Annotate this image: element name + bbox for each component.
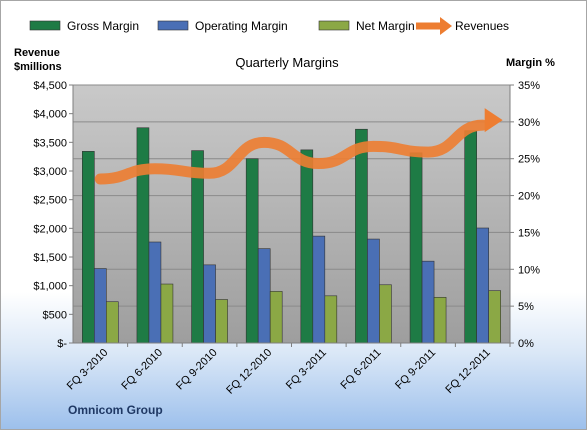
bar-net-margin-5 bbox=[379, 284, 392, 344]
bar-gross-margin-7 bbox=[464, 130, 477, 344]
left-tick-label-4: $2,000 bbox=[33, 223, 67, 235]
legend-arrowhead-revenues bbox=[440, 17, 452, 35]
left-tick-label-5: $2,500 bbox=[33, 195, 67, 207]
x-tick-label-0: FQ 3-2010 bbox=[65, 347, 111, 393]
bar-net-margin-0 bbox=[106, 301, 119, 344]
left-axis-title-line2: $millions bbox=[14, 61, 62, 73]
legend-label-gross-margin: Gross Margin bbox=[67, 19, 139, 33]
right-tick-label-3: 15% bbox=[518, 227, 540, 239]
bar-gross-margin-0 bbox=[82, 151, 95, 344]
left-tick-label-9: $4,500 bbox=[33, 80, 67, 92]
legend-label-revenues: Revenues bbox=[455, 19, 509, 33]
bar-operating-margin-4 bbox=[312, 235, 326, 344]
bar-gross-margin-3 bbox=[245, 158, 259, 344]
bar-operating-margin-7 bbox=[476, 227, 489, 344]
bar-gross-margin-4 bbox=[300, 149, 314, 344]
right-tick-label-1: 5% bbox=[518, 301, 534, 313]
left-tick-label-2: $1,000 bbox=[33, 281, 67, 293]
x-tick-label-4: FQ 3-2011 bbox=[284, 347, 329, 392]
right-axis-title: Margin % bbox=[506, 57, 555, 69]
right-tick-label-5: 25% bbox=[518, 154, 540, 166]
right-tick-label-7: 35% bbox=[518, 80, 540, 92]
legend-swatch-net-margin bbox=[318, 20, 350, 31]
bar-net-margin-3 bbox=[269, 291, 283, 344]
left-tick-label-7: $3,500 bbox=[33, 137, 67, 149]
bar-gross-margin-5 bbox=[355, 128, 368, 344]
right-tick-label-2: 10% bbox=[518, 264, 540, 276]
left-tick-label-6: $3,000 bbox=[33, 166, 67, 178]
bar-net-margin-6 bbox=[433, 296, 447, 344]
bar-net-margin-1 bbox=[160, 283, 174, 344]
legend-swatch-operating-margin bbox=[157, 20, 189, 31]
bar-operating-margin-3 bbox=[257, 248, 271, 344]
legend-swatch-gross-margin bbox=[29, 20, 61, 31]
bar-operating-margin-5 bbox=[367, 238, 380, 344]
legend-label-net-margin: Net Margin bbox=[356, 19, 415, 33]
bar-series bbox=[82, 127, 501, 344]
bar-operating-margin-0 bbox=[94, 268, 107, 344]
bar-net-margin-2 bbox=[215, 299, 228, 344]
left-tick-label-3: $1,500 bbox=[33, 252, 67, 264]
bar-gross-margin-6 bbox=[409, 152, 423, 344]
line-arrowhead-revenues bbox=[484, 108, 503, 133]
bar-operating-margin-6 bbox=[421, 260, 435, 344]
x-tick-label-7: FQ 12-2011 bbox=[443, 347, 492, 396]
left-tick-label-8: $4,000 bbox=[33, 109, 67, 121]
bar-gross-margin-1 bbox=[136, 127, 150, 344]
legend-label-operating-margin: Operating Margin bbox=[195, 19, 288, 33]
bar-net-margin-4 bbox=[324, 295, 338, 344]
revenue-line bbox=[94, 108, 503, 185]
bar-gross-margin-2 bbox=[191, 150, 204, 344]
bar-operating-margin-1 bbox=[148, 241, 162, 344]
right-tick-label-6: 30% bbox=[518, 117, 540, 129]
bar-operating-margin-2 bbox=[203, 264, 216, 344]
left-axis-title-line1: Revenue bbox=[14, 47, 60, 59]
right-tick-label-0: 0% bbox=[518, 338, 534, 350]
x-tick-label-5: FQ 6-2011 bbox=[338, 347, 383, 392]
left-tick-label-0: $- bbox=[57, 338, 67, 350]
chart-title: Quarterly Margins bbox=[235, 55, 339, 70]
left-tick-label-1: $500 bbox=[43, 309, 67, 321]
x-tick-label-2: FQ 9-2010 bbox=[174, 347, 220, 393]
x-tick-label-3: FQ 12-2010 bbox=[224, 347, 274, 397]
x-tick-label-1: FQ 6-2010 bbox=[119, 347, 165, 393]
right-tick-label-4: 20% bbox=[518, 191, 540, 203]
x-tick-label-6: FQ 9-2011 bbox=[393, 347, 438, 392]
company-name: Omnicom Group bbox=[68, 403, 163, 417]
bar-net-margin-7 bbox=[488, 290, 501, 344]
legend: Gross Margin Operating Margin Net Margin Re… bbox=[29, 17, 509, 35]
